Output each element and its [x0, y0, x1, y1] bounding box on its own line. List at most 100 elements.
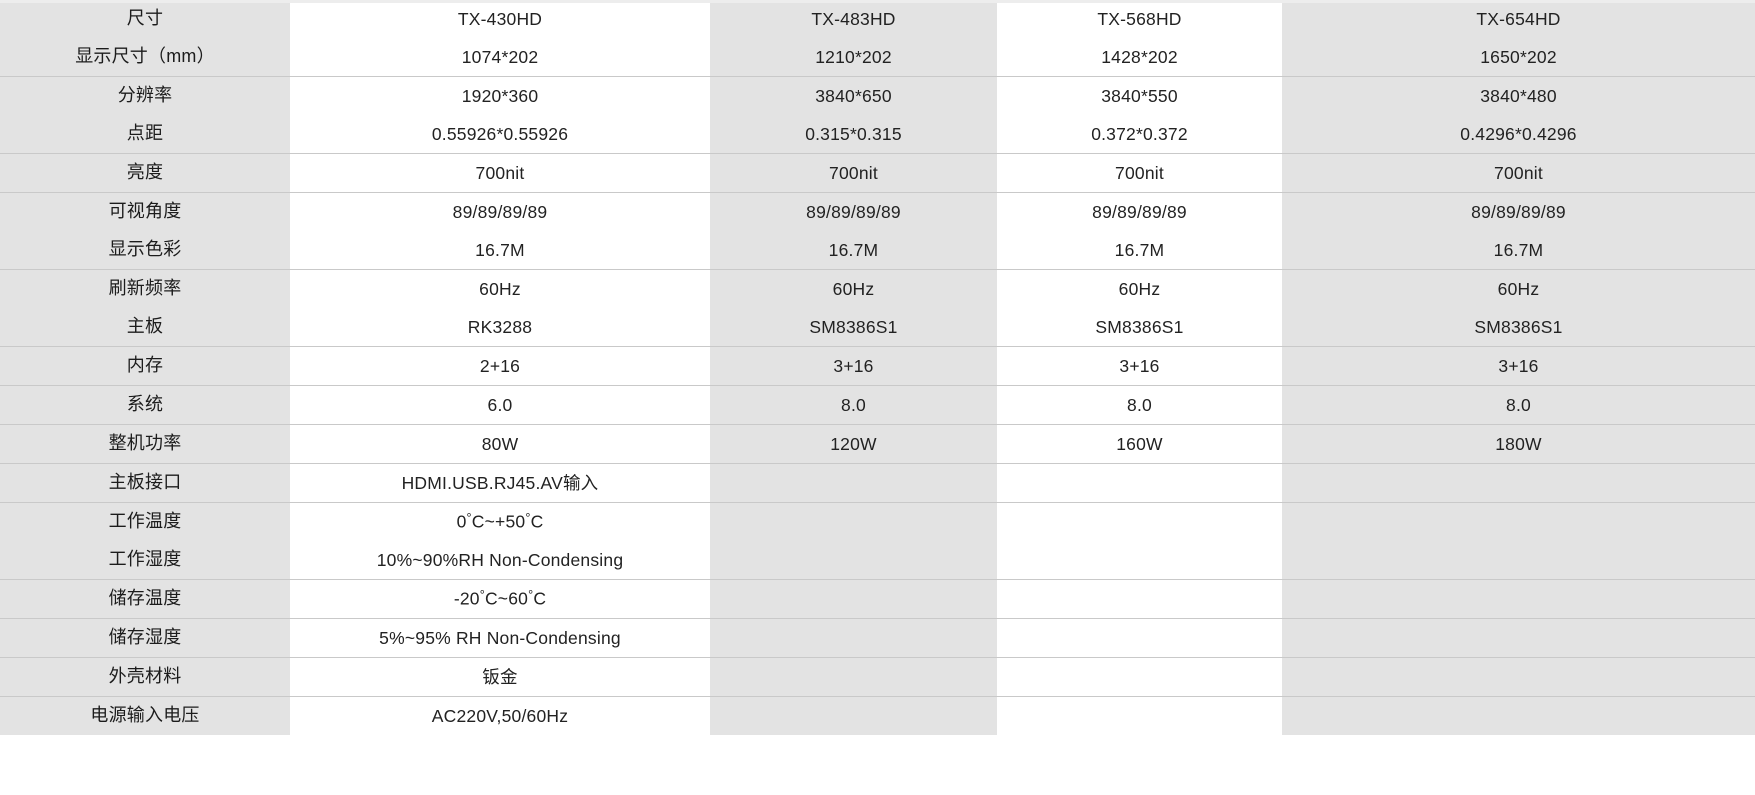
spec-label-cell: 工作湿度: [0, 541, 290, 580]
spec-value-cell: 3+16: [997, 346, 1282, 386]
spec-label-cell: 储存温度: [0, 579, 290, 619]
table-row: 内存 2+16 3+16 3+16 3+16: [0, 346, 1755, 386]
spec-value-cell: TX-568HD: [997, 0, 1282, 38]
spec-value-cell: 89/89/89/89: [1282, 192, 1755, 231]
spec-value-cell: SM8386S1: [997, 308, 1282, 347]
spec-label-cell: 储存湿度: [0, 618, 290, 658]
table-row: 电源输入电压 AC220V,50/60Hz: [0, 696, 1755, 735]
spec-value-cell: [997, 696, 1282, 735]
spec-value-cell: 120W: [710, 424, 997, 464]
spec-value-cell: 700nit: [290, 153, 710, 193]
spec-label-cell: 显示色彩: [0, 231, 290, 270]
spec-value-cell: [997, 579, 1282, 619]
spec-value-cell: 16.7M: [290, 231, 710, 270]
spec-value-cell: 3840*550: [997, 76, 1282, 115]
table-row: 显示色彩 16.7M 16.7M 16.7M 16.7M: [0, 231, 1755, 270]
spec-value-cell: [710, 618, 997, 658]
spec-value-cell: [997, 463, 1282, 503]
spec-value-cell: [997, 502, 1282, 541]
spec-value-cell: 16.7M: [1282, 231, 1755, 270]
spec-label-cell: 内存: [0, 346, 290, 386]
spec-value-cell: 700nit: [710, 153, 997, 193]
spec-value-cell: TX-654HD: [1282, 0, 1755, 38]
spec-value-cell: 2+16: [290, 346, 710, 386]
spec-value-cell: 1210*202: [710, 38, 997, 77]
spec-value-cell: 16.7M: [710, 231, 997, 270]
spec-value-cell: RK3288: [290, 308, 710, 347]
spec-value-cell: AC220V,50/60Hz: [290, 696, 710, 735]
spec-value-cell: 160W: [997, 424, 1282, 464]
spec-value-cell: [710, 541, 997, 580]
spec-label-cell: 外壳材料: [0, 657, 290, 697]
table-row: 点距 0.55926*0.55926 0.315*0.315 0.372*0.372 0…: [0, 115, 1755, 154]
spec-label-cell: 系统: [0, 385, 290, 425]
table-row: 外壳材料 钣金: [0, 657, 1755, 697]
spec-value-cell: [710, 502, 997, 541]
spec-value-cell: [710, 696, 997, 735]
spec-value-cell: [1282, 696, 1755, 735]
spec-value-cell: [1282, 463, 1755, 503]
spec-value-cell: [997, 541, 1282, 580]
spec-value-cell: 3+16: [1282, 346, 1755, 386]
table-row: 储存湿度 5%~95% RH Non-Condensing: [0, 618, 1755, 658]
table-row: 整机功率 80W 120W 160W 180W: [0, 424, 1755, 464]
spec-value-cell: [1282, 579, 1755, 619]
product-spec-table: 尺寸 TX-430HD TX-483HD TX-568HD TX-654HD 显示尺寸（m…: [0, 0, 1755, 735]
spec-value-cell: 8.0: [1282, 385, 1755, 425]
table-row: 显示尺寸（mm） 1074*202 1210*202 1428*202 1650*202: [0, 38, 1755, 77]
spec-value-cell: SM8386S1: [1282, 308, 1755, 347]
spec-value-cell: 8.0: [710, 385, 997, 425]
spec-value-cell: 1428*202: [997, 38, 1282, 77]
spec-label-cell: 整机功率: [0, 424, 290, 464]
spec-value-cell: SM8386S1: [710, 308, 997, 347]
spec-value-cell: 3+16: [710, 346, 997, 386]
table-row: 系统 6.0 8.0 8.0 8.0: [0, 385, 1755, 425]
spec-label-cell: 尺寸: [0, 0, 290, 38]
spec-value-cell: 89/89/89/89: [997, 192, 1282, 231]
table-row: 工作温度 0°C~+50°C: [0, 502, 1755, 541]
spec-value-cell: 0.372*0.372: [997, 115, 1282, 154]
spec-value-cell: HDMI.USB.RJ45.AV输入: [290, 463, 710, 503]
spec-value-cell: 3840*650: [710, 76, 997, 115]
spec-value-cell: [997, 657, 1282, 697]
spec-value-cell: 1074*202: [290, 38, 710, 77]
spec-label-cell: 可视角度: [0, 192, 290, 231]
spec-value-cell: [997, 618, 1282, 658]
spec-value-cell: 60Hz: [290, 269, 710, 308]
spec-value-cell: 60Hz: [710, 269, 997, 308]
spec-value-cell: 3840*480: [1282, 76, 1755, 115]
spec-value-cell: 16.7M: [997, 231, 1282, 270]
spec-value-cell: 180W: [1282, 424, 1755, 464]
spec-value-cell: 0.55926*0.55926: [290, 115, 710, 154]
table-row: 可视角度 89/89/89/89 89/89/89/89 89/89/89/89 89/…: [0, 192, 1755, 231]
table-row: 主板 RK3288 SM8386S1 SM8386S1 SM8386S1: [0, 308, 1755, 347]
table-row: 亮度 700nit 700nit 700nit 700nit: [0, 153, 1755, 193]
spec-value-cell: 0.4296*0.4296: [1282, 115, 1755, 154]
spec-value-cell: [1282, 657, 1755, 697]
spec-value-cell: 6.0: [290, 385, 710, 425]
spec-label-cell: 刷新频率: [0, 269, 290, 308]
spec-value-cell: 60Hz: [1282, 269, 1755, 308]
spec-value-cell: [710, 657, 997, 697]
table-row: 储存温度 -20°C~60°C: [0, 579, 1755, 619]
spec-value-cell: 1650*202: [1282, 38, 1755, 77]
spec-value-cell: [1282, 541, 1755, 580]
spec-table-body: 尺寸 TX-430HD TX-483HD TX-568HD TX-654HD 显示尺寸（m…: [0, 0, 1755, 735]
spec-label-cell: 主板接口: [0, 463, 290, 503]
table-row: 尺寸 TX-430HD TX-483HD TX-568HD TX-654HD: [0, 0, 1755, 38]
spec-label-cell: 亮度: [0, 153, 290, 193]
spec-value-cell: 89/89/89/89: [290, 192, 710, 231]
spec-value-cell: -20°C~60°C: [290, 579, 710, 619]
spec-value-cell: 700nit: [997, 153, 1282, 193]
spec-value-cell: 80W: [290, 424, 710, 464]
table-row: 分辨率 1920*360 3840*650 3840*550 3840*480: [0, 76, 1755, 115]
spec-label-cell: 电源输入电压: [0, 696, 290, 735]
spec-value-cell: TX-483HD: [710, 0, 997, 38]
table-row: 刷新频率 60Hz 60Hz 60Hz 60Hz: [0, 269, 1755, 308]
spec-value-cell: 钣金: [290, 657, 710, 697]
spec-label-cell: 点距: [0, 115, 290, 154]
spec-label-cell: 显示尺寸（mm）: [0, 38, 290, 77]
spec-value-cell: 1920*360: [290, 76, 710, 115]
spec-value-cell: [1282, 502, 1755, 541]
spec-value-cell: 10%~90%RH Non-Condensing: [290, 541, 710, 580]
